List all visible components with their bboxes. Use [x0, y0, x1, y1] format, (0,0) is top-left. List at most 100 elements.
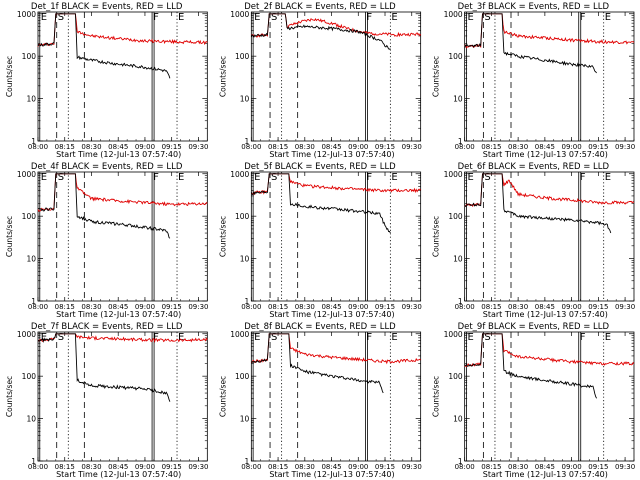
x-tick-label: 09:00	[562, 143, 582, 151]
event-marker-label: E	[391, 332, 397, 343]
y-axis-label: Counts/sec	[432, 376, 441, 417]
x-tick-label: 08:45	[535, 303, 555, 311]
event-marker-label: E	[254, 172, 260, 183]
event-marker-label: S	[58, 332, 64, 343]
x-tick-label: 08:00	[28, 303, 48, 311]
chart-title: Det_1f BLACK = Events, RED = LLD	[31, 2, 183, 12]
event-marker-label: S	[58, 12, 64, 23]
chart-title: Det_8f BLACK = Events, RED = LLD	[244, 322, 396, 332]
x-tick-label: 09:15	[588, 303, 608, 311]
y-axis-label: Counts/sec	[432, 216, 441, 257]
x-tick-label: 08:45	[535, 463, 555, 471]
chart-title: Det_9f BLACK = Events, RED = LLD	[458, 322, 610, 332]
event-marker-label: S	[484, 12, 490, 23]
y-tick-label: 1000	[230, 330, 249, 339]
x-tick-label: 09:30	[188, 143, 208, 151]
x-tick-label: 08:00	[241, 303, 261, 311]
y-axis-label: Counts/sec	[218, 216, 227, 257]
x-tick-label: 09:15	[375, 143, 395, 151]
x-axis-label: Start Time (12-Jul-13 07:57:40)	[483, 470, 608, 479]
x-tick-label: 08:00	[455, 143, 475, 151]
chart-panel-2: Det_2f BLACK = Events, RED = LLD 1 10 100 10…	[218, 2, 422, 159]
y-tick-label: 1	[245, 457, 250, 466]
x-tick-label: 08:30	[295, 143, 315, 151]
x-tick-label: 09:15	[588, 463, 608, 471]
y-tick-label: 100	[22, 212, 37, 221]
x-tick-label: 09:30	[188, 463, 208, 471]
chart-panel-9: Det_9f BLACK = Events, RED = LLD 1 10 100 10…	[432, 322, 636, 479]
chart-panel-1: Det_1f BLACK = Events, RED = LLD 1 10 100 10…	[5, 2, 209, 159]
series-line-events	[37, 13, 171, 79]
event-marker-label: E	[254, 12, 260, 23]
event-marker-label: F	[580, 332, 586, 343]
x-tick-label: 08:15	[481, 463, 501, 471]
x-axis-label: Start Time (12-Jul-13 07:57:40)	[269, 470, 394, 479]
event-marker-label: S	[484, 332, 490, 343]
event-marker-label: S	[271, 332, 277, 343]
x-tick-label: 08:45	[108, 463, 128, 471]
event-marker-label: F	[153, 172, 159, 183]
y-tick-label: 100	[235, 372, 250, 381]
x-tick-label: 08:00	[28, 463, 48, 471]
event-marker-label: E	[41, 332, 47, 343]
event-marker-label: F	[153, 332, 159, 343]
event-marker-label: E	[467, 332, 473, 343]
x-axis-label: Start Time (12-Jul-13 07:57:40)	[483, 310, 608, 319]
y-tick-label: 1000	[17, 170, 36, 179]
y-tick-label: 1000	[17, 330, 36, 339]
event-marker-label: F	[580, 12, 586, 23]
chart-panel-6: Det_6f BLACK = Events, RED = LLD 1 10 100 10…	[432, 162, 636, 319]
x-tick-label: 08:15	[55, 303, 75, 311]
x-tick-label: 09:30	[615, 463, 635, 471]
x-tick-label: 09:15	[375, 463, 395, 471]
x-tick-label: 08:15	[268, 463, 288, 471]
y-tick-label: 10	[453, 255, 463, 264]
y-tick-label: 100	[22, 372, 37, 381]
x-tick-label: 09:15	[162, 303, 182, 311]
x-tick-label: 08:15	[481, 303, 501, 311]
y-tick-label: 10	[453, 95, 463, 104]
y-tick-label: 100	[22, 52, 37, 61]
x-tick-label: 08:15	[268, 143, 288, 151]
event-marker-label: E	[254, 332, 260, 343]
event-marker-label: S	[58, 172, 64, 183]
plot-frame	[37, 11, 208, 142]
series-line-events	[250, 13, 391, 50]
x-tick-label: 09:30	[615, 143, 635, 151]
event-marker-label: F	[366, 332, 372, 343]
x-tick-label: 08:30	[508, 143, 528, 151]
y-axis-label: Counts/sec	[5, 216, 14, 257]
series-line-events	[37, 173, 171, 239]
y-tick-label: 1	[31, 297, 36, 306]
x-tick-label: 09:00	[562, 463, 582, 471]
x-tick-label: 09:30	[402, 303, 422, 311]
y-tick-label: 1	[245, 297, 250, 306]
y-tick-label: 1	[31, 137, 36, 146]
x-tick-label: 09:00	[135, 303, 155, 311]
x-tick-label: 08:30	[81, 303, 101, 311]
plot-frame	[464, 11, 635, 142]
x-axis-label: Start Time (12-Jul-13 07:57:40)	[269, 310, 394, 319]
x-tick-label: 08:15	[55, 463, 75, 471]
event-marker-label: E	[41, 172, 47, 183]
y-tick-label: 1000	[230, 10, 249, 19]
event-marker-label: F	[153, 12, 159, 23]
plot-frame	[37, 171, 208, 302]
x-tick-label: 09:30	[402, 463, 422, 471]
plot-frame	[464, 171, 635, 302]
event-marker-label: E	[391, 12, 397, 23]
x-tick-label: 09:00	[348, 303, 368, 311]
y-tick-label: 10	[26, 95, 36, 104]
y-tick-label: 1	[245, 137, 250, 146]
x-tick-label: 09:30	[188, 303, 208, 311]
series-line-events	[251, 333, 384, 394]
x-tick-label: 08:30	[508, 463, 528, 471]
x-tick-label: 09:00	[135, 143, 155, 151]
y-axis-label: Counts/sec	[5, 56, 14, 97]
chart-title: Det_4f BLACK = Events, RED = LLD	[31, 162, 183, 172]
x-tick-label: 08:45	[535, 143, 555, 151]
x-axis-label: Start Time (12-Jul-13 07:57:40)	[269, 150, 394, 159]
x-axis-label: Start Time (12-Jul-13 07:57:40)	[56, 150, 181, 159]
chart-panel-8: Det_8f BLACK = Events, RED = LLD 1 10 100 10…	[218, 322, 422, 479]
